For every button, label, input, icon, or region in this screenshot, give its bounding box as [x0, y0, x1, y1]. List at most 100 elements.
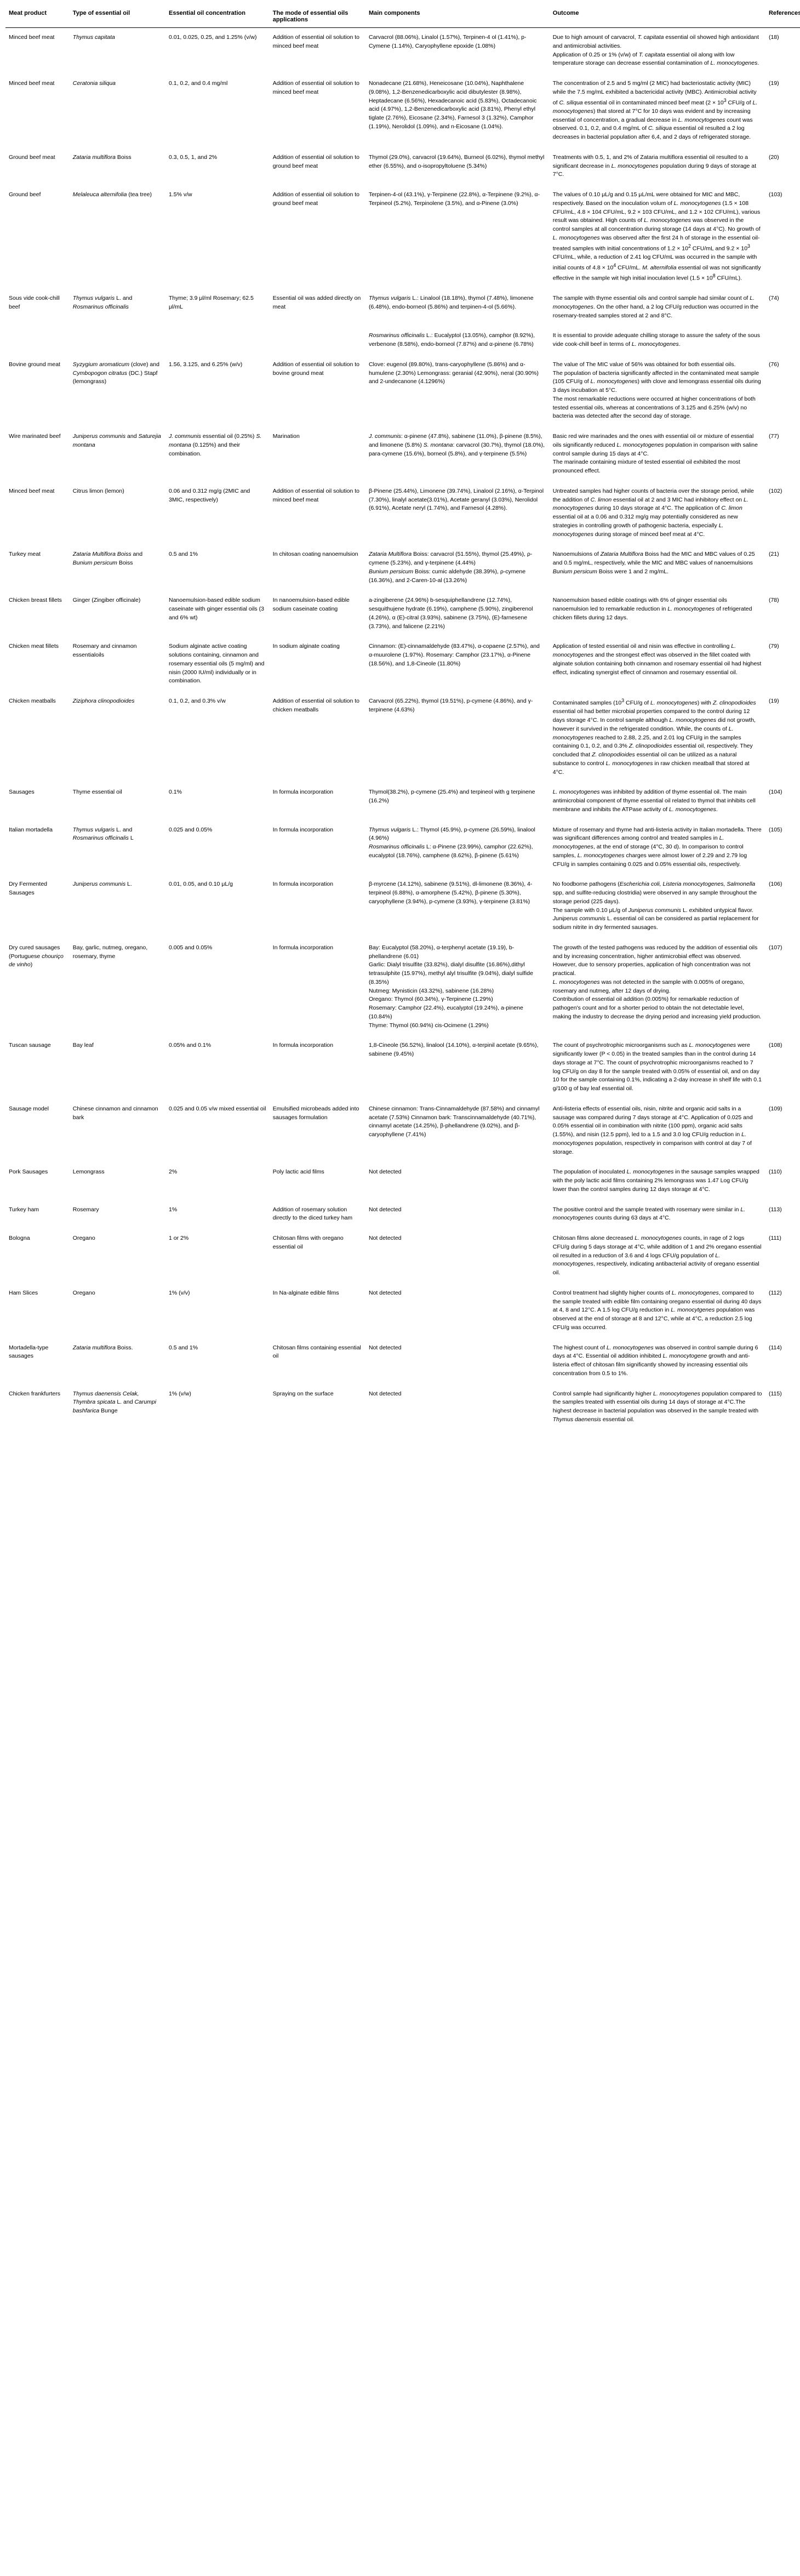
cell-main: Not detected	[365, 1229, 550, 1284]
cell-type: Zataria multiflora Boiss	[70, 147, 165, 185]
cell-outcome: L. monocytogenes was inhibited by additi…	[550, 783, 765, 820]
cell-ref: (112)	[765, 1283, 800, 1338]
table-row: Mortadella-type sausagesZataria multiflo…	[5, 1338, 800, 1384]
cell-type: Rosemary	[70, 1200, 165, 1229]
header-row: Meat product Type of essential oil Essen…	[5, 5, 800, 28]
cell-mode: In nanoemulsion-based edible sodium case…	[270, 591, 365, 637]
cell-conc: 0.025 and 0.05 v/w mixed essential oil	[165, 1099, 270, 1162]
cell-type: Ziziphora clinopodioides	[70, 692, 165, 783]
table-row: Ground beef meatZataria multiflora Boiss…	[5, 147, 800, 185]
cell-main: Bay: Eucalyptol (58.20%), α-terphenyl ac…	[365, 938, 550, 1036]
cell-conc: Nanoemulsion-based edible sodium caseina…	[165, 591, 270, 637]
cell-type: Melaleuca alternifolia (tea tree)	[70, 185, 165, 289]
cell-outcome: The positive control and the sample trea…	[550, 1200, 765, 1229]
cell-mode: Addition of rosemary solution directly t…	[270, 1200, 365, 1229]
cell-outcome: Control treatment had slightly higher co…	[550, 1283, 765, 1338]
cell-type: Rosemary and cinnamon essentialoils	[70, 637, 165, 692]
cell-outcome: The count of psychrotrophic microorganis…	[550, 1036, 765, 1099]
cell-main: Thymol (29.0%), carvacrol (19.64%), Burn…	[365, 147, 550, 185]
cell-type: Syzygium aromaticum (clove) and Cymbopog…	[70, 355, 165, 426]
cell-outcome: No foodborne pathogens (Escherichia coli…	[550, 875, 765, 938]
header-meat: Meat product	[5, 5, 70, 28]
cell-meat: Dry Fermented Sausages	[5, 875, 70, 938]
cell-type: Thymus vulgaris L. and Rosmarinus offici…	[70, 289, 165, 326]
table-row: Chicken meat filletsRosemary and cinnamo…	[5, 637, 800, 692]
cell-conc	[165, 326, 270, 355]
cell-ref: (77)	[765, 427, 800, 482]
cell-type: Juniperus communis and Saturejia montana	[70, 427, 165, 482]
table-row: Turkey hamRosemary1%Addition of rosemary…	[5, 1200, 800, 1229]
cell-conc: 0.1, 0.2, and 0.4 mg/ml	[165, 74, 270, 148]
cell-main: Cinnamon: (E)-cinnamaldehyde (83.47%), α…	[365, 637, 550, 692]
cell-meat: Italian mortadella	[5, 820, 70, 875]
cell-type: Oregano	[70, 1283, 165, 1338]
table-row: Minced beef meatCitrus limon (lemon)0.06…	[5, 481, 800, 545]
cell-mode: Poly lactic acid films	[270, 1162, 365, 1200]
cell-outcome: It is essential to provide adequate chil…	[550, 326, 765, 355]
cell-type: Thyme essential oil	[70, 783, 165, 820]
cell-mode: Marination	[270, 427, 365, 482]
cell-outcome: Application of tested essential oil and …	[550, 637, 765, 692]
cell-type: Oregano	[70, 1229, 165, 1284]
cell-main: Clove: eugenol (89.80%), trans-caryophyl…	[365, 355, 550, 426]
cell-ref: (78)	[765, 591, 800, 637]
cell-mode: Addition of essential oil solution to mi…	[270, 28, 365, 74]
cell-outcome: Basic red wire marinades and the ones wi…	[550, 427, 765, 482]
cell-main: Thymus vulgaris L.: Thymol (45.9%), p-cy…	[365, 820, 550, 875]
cell-ref: (74)	[765, 289, 800, 326]
cell-meat: Bologna	[5, 1229, 70, 1284]
cell-meat: Ground beef meat	[5, 147, 70, 185]
cell-mode: Emulsified microbeads added into sausage…	[270, 1099, 365, 1162]
table-row: Bovine ground meatSyzygium aromaticum (c…	[5, 355, 800, 426]
cell-outcome: Due to high amount of carvacrol, T. capi…	[550, 28, 765, 74]
cell-mode: Spraying on the surface	[270, 1384, 365, 1430]
cell-mode: Chitosan films containing essential oil	[270, 1338, 365, 1384]
cell-main: Carvacrol (88.06%), Linalol (1.57%), Ter…	[365, 28, 550, 74]
cell-ref: (20)	[765, 147, 800, 185]
cell-meat: Chicken frankfurters	[5, 1384, 70, 1430]
cell-conc: 1%	[165, 1200, 270, 1229]
cell-conc: 2%	[165, 1162, 270, 1200]
cell-ref: (19)	[765, 74, 800, 148]
cell-main: Rosmarinus officinalis L.: Eucalyptol (1…	[365, 326, 550, 355]
table-row: Turkey meatZataria Multiflora Boiss and …	[5, 545, 800, 591]
cell-type: Chinese cinnamon and cinnamon bark	[70, 1099, 165, 1162]
cell-outcome: Anti-listeria effects of essential oils,…	[550, 1099, 765, 1162]
cell-ref: (102)	[765, 481, 800, 545]
cell-mode: In formula incorporation	[270, 783, 365, 820]
cell-ref: (104)	[765, 783, 800, 820]
cell-type: Ceratonia siliqua	[70, 74, 165, 148]
cell-mode: In chitosan coating nanoemulsion	[270, 545, 365, 591]
cell-main: J. communis: α-pinene (47.8%), sabinene …	[365, 427, 550, 482]
cell-mode: Addition of essential oil solution to gr…	[270, 185, 365, 289]
table-row: Sous vide cook-chill beefThymus vulgaris…	[5, 289, 800, 326]
cell-type	[70, 326, 165, 355]
cell-main: Not detected	[365, 1162, 550, 1200]
cell-conc: 0.01, 0.05, and 0.10 μL/g	[165, 875, 270, 938]
table-row: SausagesThyme essential oil0.1%In formul…	[5, 783, 800, 820]
cell-main: Carvacrol (65.22%), thymol (19.51%), p-c…	[365, 692, 550, 783]
cell-conc: 0.3, 0.5, 1, and 2%	[165, 147, 270, 185]
cell-meat: Chicken breast fillets	[5, 591, 70, 637]
cell-main: a-zingiberene (24.96%) b-sesquiphellandr…	[365, 591, 550, 637]
cell-outcome: The growth of the tested pathogens was r…	[550, 938, 765, 1036]
cell-meat: Sausage model	[5, 1099, 70, 1162]
cell-outcome: The concentration of 2.5 and 5 mg/ml (2 …	[550, 74, 765, 148]
essential-oils-table: Meat product Type of essential oil Essen…	[5, 5, 800, 1431]
cell-outcome: Control sample had significantly higher …	[550, 1384, 765, 1430]
cell-type: Bay leaf	[70, 1036, 165, 1099]
cell-main: Not detected	[365, 1200, 550, 1229]
table-row: Rosmarinus officinalis L.: Eucalyptol (1…	[5, 326, 800, 355]
cell-meat: Minced beef meat	[5, 481, 70, 545]
cell-outcome: Untreated samples had higher counts of b…	[550, 481, 765, 545]
cell-mode: Addition of essential oil solution to ch…	[270, 692, 365, 783]
cell-meat: Minced beef meat	[5, 28, 70, 74]
cell-outcome: Chitosan films alone decreased L. monocy…	[550, 1229, 765, 1284]
header-main: Main components	[365, 5, 550, 28]
cell-outcome: Contaminated samples (103 CFU/g of L. mo…	[550, 692, 765, 783]
cell-conc: J. communis essential oil (0.25%) S. mon…	[165, 427, 270, 482]
table-row: Pork SausagesLemongrass2%Poly lactic aci…	[5, 1162, 800, 1200]
cell-meat: Mortadella-type sausages	[5, 1338, 70, 1384]
cell-mode: In sodium alginate coating	[270, 637, 365, 692]
cell-ref: (114)	[765, 1338, 800, 1384]
